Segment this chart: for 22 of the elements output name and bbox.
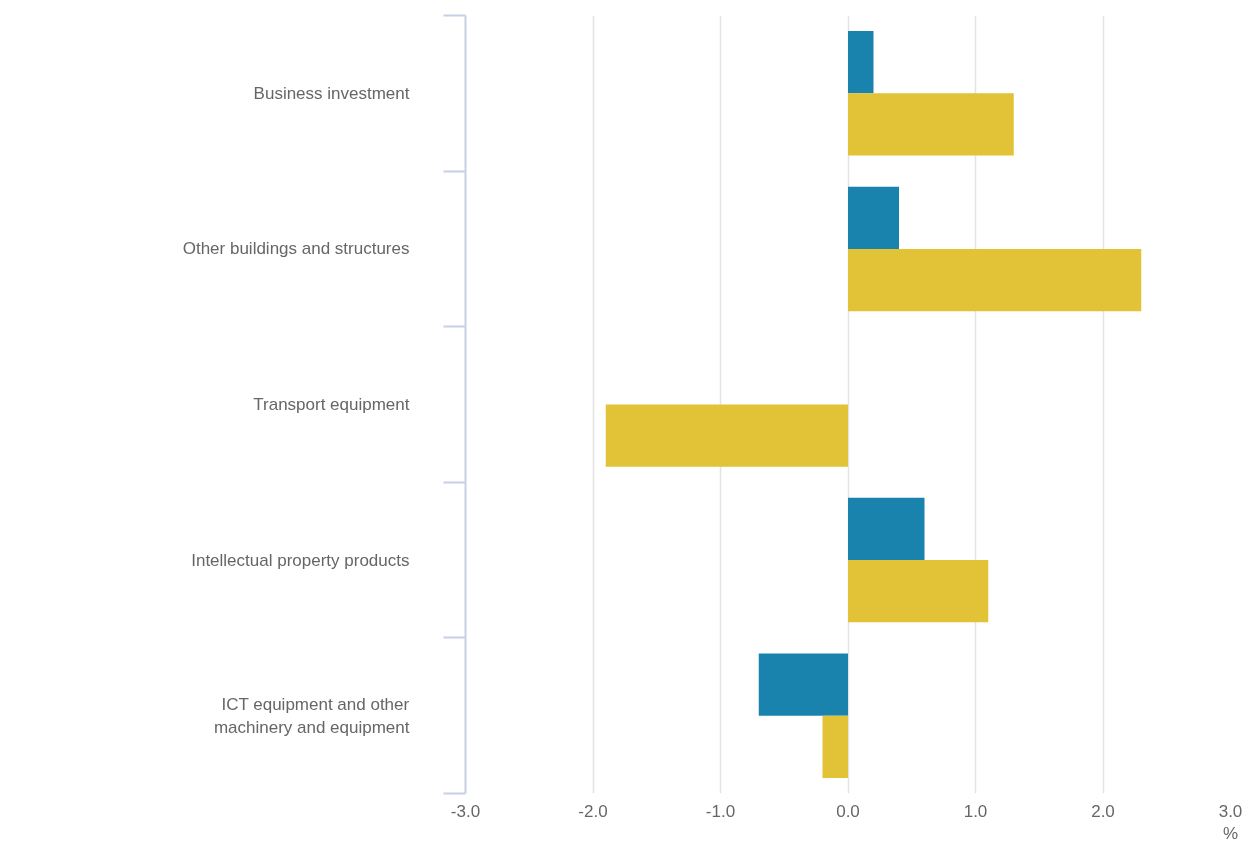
bar (758, 653, 848, 716)
y-tick-label: Other buildings and structures (182, 239, 410, 259)
x-tick-label: 0.0 (836, 801, 860, 821)
y-tick-label: Intellectual property products (191, 550, 410, 570)
bar (848, 248, 1142, 312)
x-tick-label: -3.0 (450, 801, 481, 821)
bar (822, 715, 848, 778)
bar (605, 404, 848, 467)
x-tick-label: -2.0 (578, 801, 608, 821)
bar (848, 93, 1014, 156)
y-tick-label: ICT equipment and other machinery and equipment (213, 694, 410, 737)
y-tick-label: Business investment (253, 83, 410, 103)
bar (848, 31, 874, 94)
x-tick-label: 1.0 (963, 801, 988, 821)
bar (848, 497, 925, 561)
x-axis-title: % (1222, 823, 1239, 843)
y-tick-label: Transport equipment (253, 395, 410, 414)
bar (848, 560, 989, 623)
x-tick-label: -1.0 (705, 801, 736, 821)
x-tick-label: 3.0 (1218, 801, 1243, 821)
bar (848, 186, 899, 249)
x-tick-label: 2.0 (1091, 801, 1115, 821)
